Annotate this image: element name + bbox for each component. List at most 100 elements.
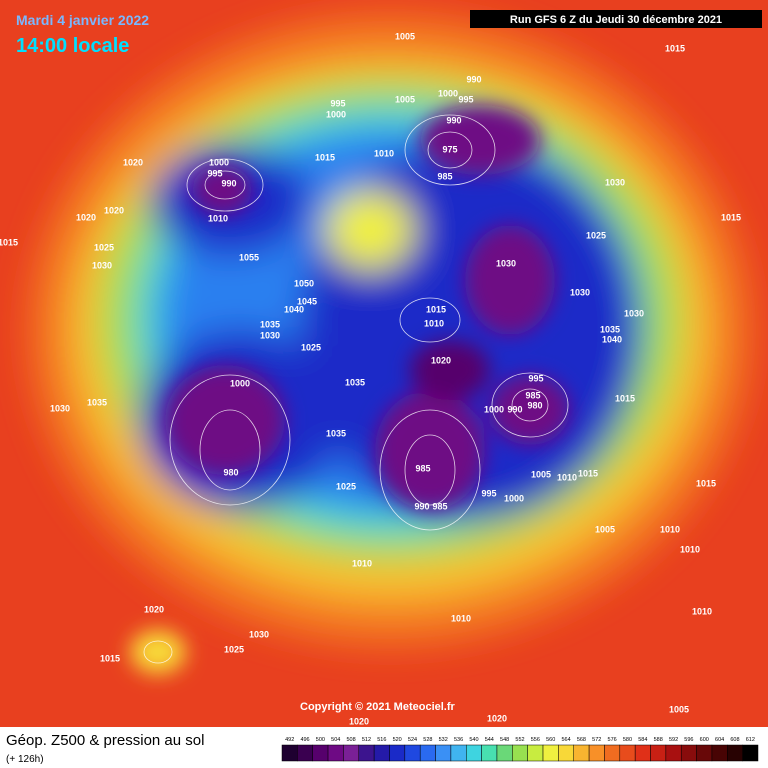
scale-swatch bbox=[727, 744, 743, 762]
scale-label: 560 bbox=[546, 737, 555, 743]
isobar-label: 990 bbox=[466, 74, 481, 84]
scale-label: 520 bbox=[393, 737, 402, 743]
scale-label: 596 bbox=[684, 737, 693, 743]
isobar-label: 1015 bbox=[0, 237, 18, 247]
isobar-label: 1030 bbox=[570, 287, 590, 297]
isobar-label: 1050 bbox=[294, 278, 314, 288]
scale-label: 540 bbox=[469, 737, 478, 743]
isobar-label: 995 bbox=[458, 94, 473, 104]
isobar-label: 980 bbox=[223, 467, 238, 477]
scale-swatch bbox=[435, 744, 452, 762]
isobar-label: 990 bbox=[414, 501, 429, 511]
isobar-label: 995 bbox=[481, 488, 496, 498]
isobar-label: 995 bbox=[330, 98, 345, 108]
scale-label: 500 bbox=[316, 737, 325, 743]
isobar-label: 985 bbox=[432, 501, 447, 511]
isobar-label: 1040 bbox=[602, 334, 622, 344]
scale-label: 516 bbox=[377, 737, 386, 743]
isobar-label: 1025 bbox=[301, 342, 321, 352]
isobar-label: 1000 bbox=[326, 109, 346, 119]
isobar-label: 1020 bbox=[431, 355, 451, 365]
isobar-label: 1030 bbox=[624, 308, 644, 318]
scale-label: 524 bbox=[408, 737, 417, 743]
isobar-label: 1025 bbox=[94, 242, 114, 252]
isobar-label: 1020 bbox=[123, 157, 143, 167]
scale-swatch bbox=[281, 744, 298, 762]
scale-label: 548 bbox=[500, 737, 509, 743]
scale-swatch bbox=[343, 744, 360, 762]
scale-swatch bbox=[742, 744, 759, 762]
isobar-label: 1000 bbox=[438, 88, 458, 98]
scale-label: 600 bbox=[700, 737, 709, 743]
scale-swatch bbox=[558, 744, 574, 762]
isobar-label: 1005 bbox=[669, 704, 689, 714]
scale-swatch bbox=[665, 744, 682, 762]
scale-label: 612 bbox=[746, 737, 755, 743]
scale-swatch bbox=[573, 744, 590, 762]
scale-swatch bbox=[404, 744, 421, 762]
scale-label: 576 bbox=[608, 737, 617, 743]
isobar-label: 1010 bbox=[352, 558, 372, 568]
isobar-label: 1035 bbox=[600, 324, 620, 334]
isobar-label: 1000 bbox=[230, 378, 250, 388]
isobar-label: 1040 bbox=[284, 304, 304, 314]
scale-label: 512 bbox=[362, 737, 371, 743]
scale-label: 552 bbox=[515, 737, 524, 743]
isobar-label: 1025 bbox=[336, 481, 356, 491]
scale-swatch bbox=[297, 744, 313, 762]
scale-label: 608 bbox=[730, 737, 739, 743]
isobar-label: 1025 bbox=[224, 644, 244, 654]
scale-swatch bbox=[711, 744, 728, 762]
isobar-label: 1010 bbox=[557, 472, 577, 482]
scale-swatch bbox=[527, 744, 544, 762]
isobar-label: 1035 bbox=[326, 428, 346, 438]
isobar-label: 1010 bbox=[680, 544, 700, 554]
isobar-label: 1035 bbox=[260, 319, 280, 329]
isobar-label: 1035 bbox=[345, 377, 365, 387]
scale-swatch bbox=[588, 744, 605, 762]
scale-swatch bbox=[419, 744, 436, 762]
isobar-label: 1025 bbox=[586, 230, 606, 240]
isobar-label: 1015 bbox=[315, 152, 335, 162]
scale-swatch bbox=[604, 744, 621, 762]
scale-label: 580 bbox=[623, 737, 632, 743]
scale-swatch bbox=[680, 744, 697, 762]
isobar-label: 1020 bbox=[349, 716, 369, 726]
scale-label: 604 bbox=[715, 737, 724, 743]
scale-label: 536 bbox=[454, 737, 463, 743]
isobar-label: 985 bbox=[437, 171, 452, 181]
time: 14:00 locale bbox=[16, 35, 129, 57]
isobar-label: 1005 bbox=[395, 94, 415, 104]
isobar-label: 1000 bbox=[504, 493, 524, 503]
scale-label: 508 bbox=[347, 737, 356, 743]
scale-label: 572 bbox=[592, 737, 601, 743]
isobar-label: 995 bbox=[207, 168, 222, 178]
isobar-label: 1020 bbox=[104, 205, 124, 215]
scale-swatch bbox=[650, 744, 667, 762]
scale-label: 588 bbox=[654, 737, 663, 743]
isobar-label: 1030 bbox=[249, 629, 269, 639]
scale-swatch bbox=[358, 744, 375, 762]
isobar-label: 1030 bbox=[50, 403, 70, 413]
isobar-label: 1010 bbox=[451, 613, 471, 623]
isobar-label: 1020 bbox=[487, 713, 507, 723]
scale-swatch bbox=[481, 744, 498, 762]
scale-swatch bbox=[327, 744, 344, 762]
isobar-label: 990 bbox=[507, 404, 522, 414]
scale-swatch bbox=[619, 744, 636, 762]
scale-label: 496 bbox=[300, 737, 309, 743]
scale-label: 492 bbox=[285, 737, 294, 743]
color-scale: 492 496 500 504 508 512 516 520 524 528 532 536 540 5… bbox=[281, 737, 759, 762]
isobar-label: 1005 bbox=[531, 469, 551, 479]
isobar-label: 985 bbox=[415, 463, 430, 473]
isobar-label: 1015 bbox=[665, 43, 685, 53]
copyright: Copyright © 2021 Meteociel.fr bbox=[300, 701, 456, 713]
isobar-label: 1010 bbox=[660, 524, 680, 534]
isobar-label: 1005 bbox=[595, 524, 615, 534]
scale-swatch bbox=[450, 744, 467, 762]
scale-swatch bbox=[373, 744, 390, 762]
scale-label: 556 bbox=[531, 737, 540, 743]
isobar-label: 1020 bbox=[144, 604, 164, 614]
isobar-label: 1015 bbox=[426, 304, 446, 314]
run-info: Run GFS 6 Z du Jeudi 30 décembre 2021 bbox=[510, 14, 722, 26]
